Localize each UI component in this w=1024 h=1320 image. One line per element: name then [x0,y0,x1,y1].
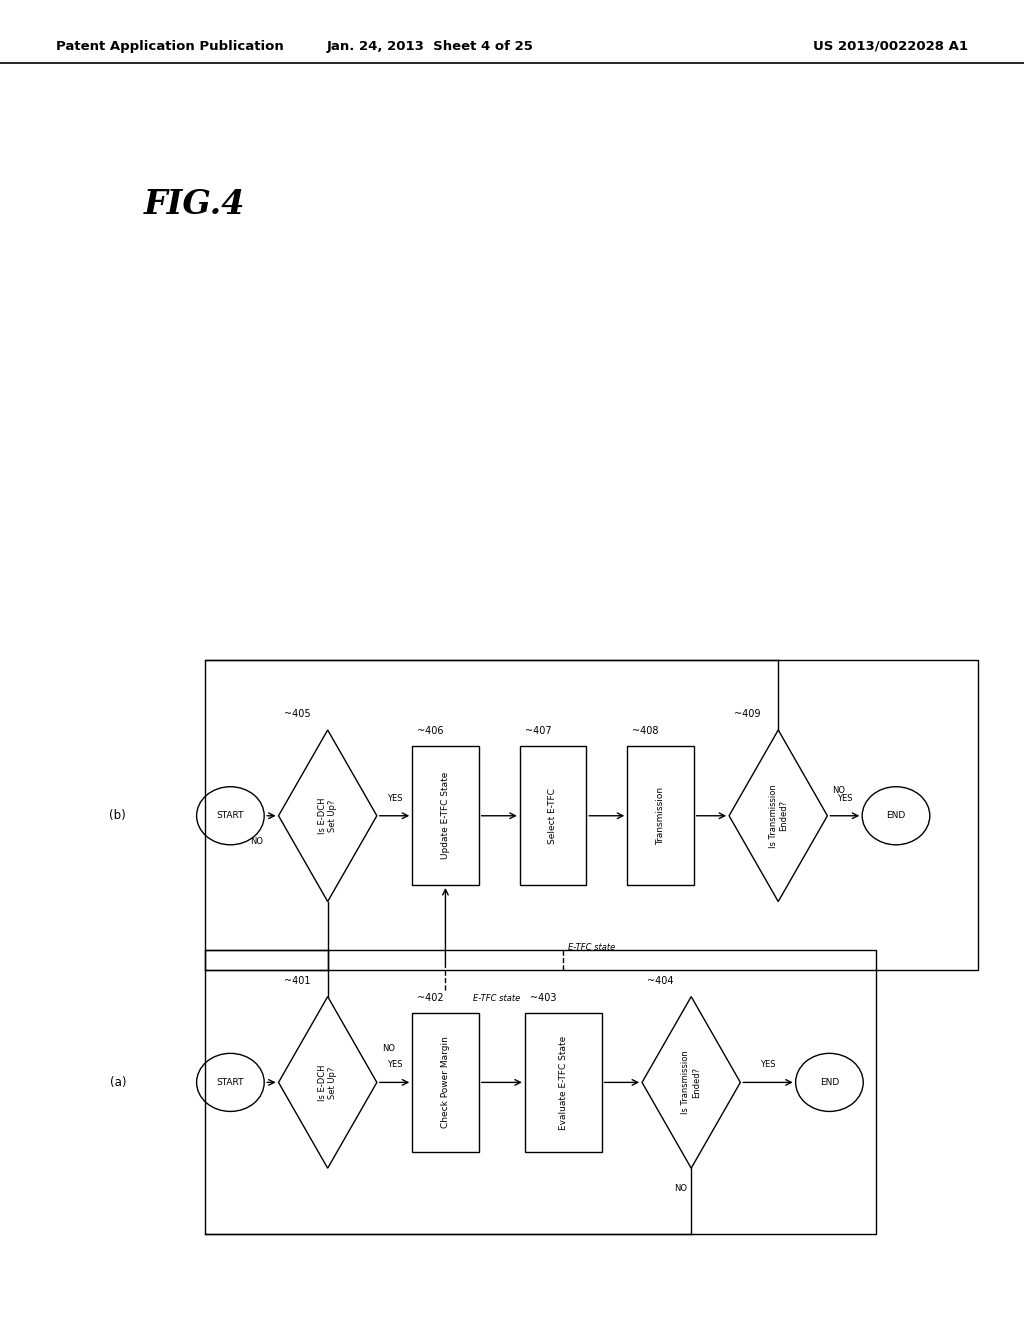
Text: YES: YES [760,1060,776,1069]
Text: END: END [820,1078,839,1086]
Text: YES: YES [387,793,402,803]
Polygon shape [279,730,377,902]
FancyBboxPatch shape [412,747,478,884]
Text: Update E-TFC State: Update E-TFC State [441,772,450,859]
Text: Transmission: Transmission [656,787,665,845]
Text: START: START [217,812,244,820]
Text: ~401: ~401 [284,975,310,986]
Text: ~405: ~405 [284,709,310,719]
FancyBboxPatch shape [627,747,694,884]
FancyBboxPatch shape [412,1014,478,1151]
Text: ~403: ~403 [530,993,556,1003]
Text: Patent Application Publication: Patent Application Publication [56,40,284,53]
Polygon shape [642,997,740,1168]
Text: NO: NO [382,1044,395,1052]
Text: NO: NO [675,1184,687,1193]
FancyBboxPatch shape [520,747,586,884]
Text: E-TFC state: E-TFC state [568,942,615,952]
Text: Check Power Margin: Check Power Margin [441,1036,450,1129]
Text: Evaluate E-TFC State: Evaluate E-TFC State [559,1035,567,1130]
Text: Select E-TFC: Select E-TFC [549,788,557,843]
Text: Is Transmission
Ended?: Is Transmission Ended? [769,784,787,847]
Text: (b): (b) [110,809,126,822]
Text: ~407: ~407 [525,726,552,737]
Text: ~402: ~402 [418,993,444,1003]
Polygon shape [729,730,827,902]
Polygon shape [279,997,377,1168]
Text: ~408: ~408 [633,726,658,737]
Text: START: START [217,1078,244,1086]
Text: ~406: ~406 [418,726,443,737]
Text: FIG.4: FIG.4 [143,189,245,222]
Text: Is E-DCH
Set Up?: Is E-DCH Set Up? [318,1064,337,1101]
Text: NO: NO [833,785,846,795]
Text: Is E-DCH
Set Up?: Is E-DCH Set Up? [318,797,337,834]
FancyBboxPatch shape [525,1014,602,1151]
Text: (a): (a) [110,1076,126,1089]
Text: YES: YES [837,793,853,803]
Text: NO: NO [250,837,263,846]
Text: E-TFC state: E-TFC state [473,994,520,1003]
Text: Jan. 24, 2013  Sheet 4 of 25: Jan. 24, 2013 Sheet 4 of 25 [327,40,534,53]
Text: ~404: ~404 [647,975,674,986]
Text: US 2013/0022028 A1: US 2013/0022028 A1 [813,40,969,53]
Text: YES: YES [387,1060,402,1069]
Text: END: END [887,812,905,820]
Text: ~409: ~409 [734,709,761,719]
Text: Is Transmission
Ended?: Is Transmission Ended? [682,1051,700,1114]
